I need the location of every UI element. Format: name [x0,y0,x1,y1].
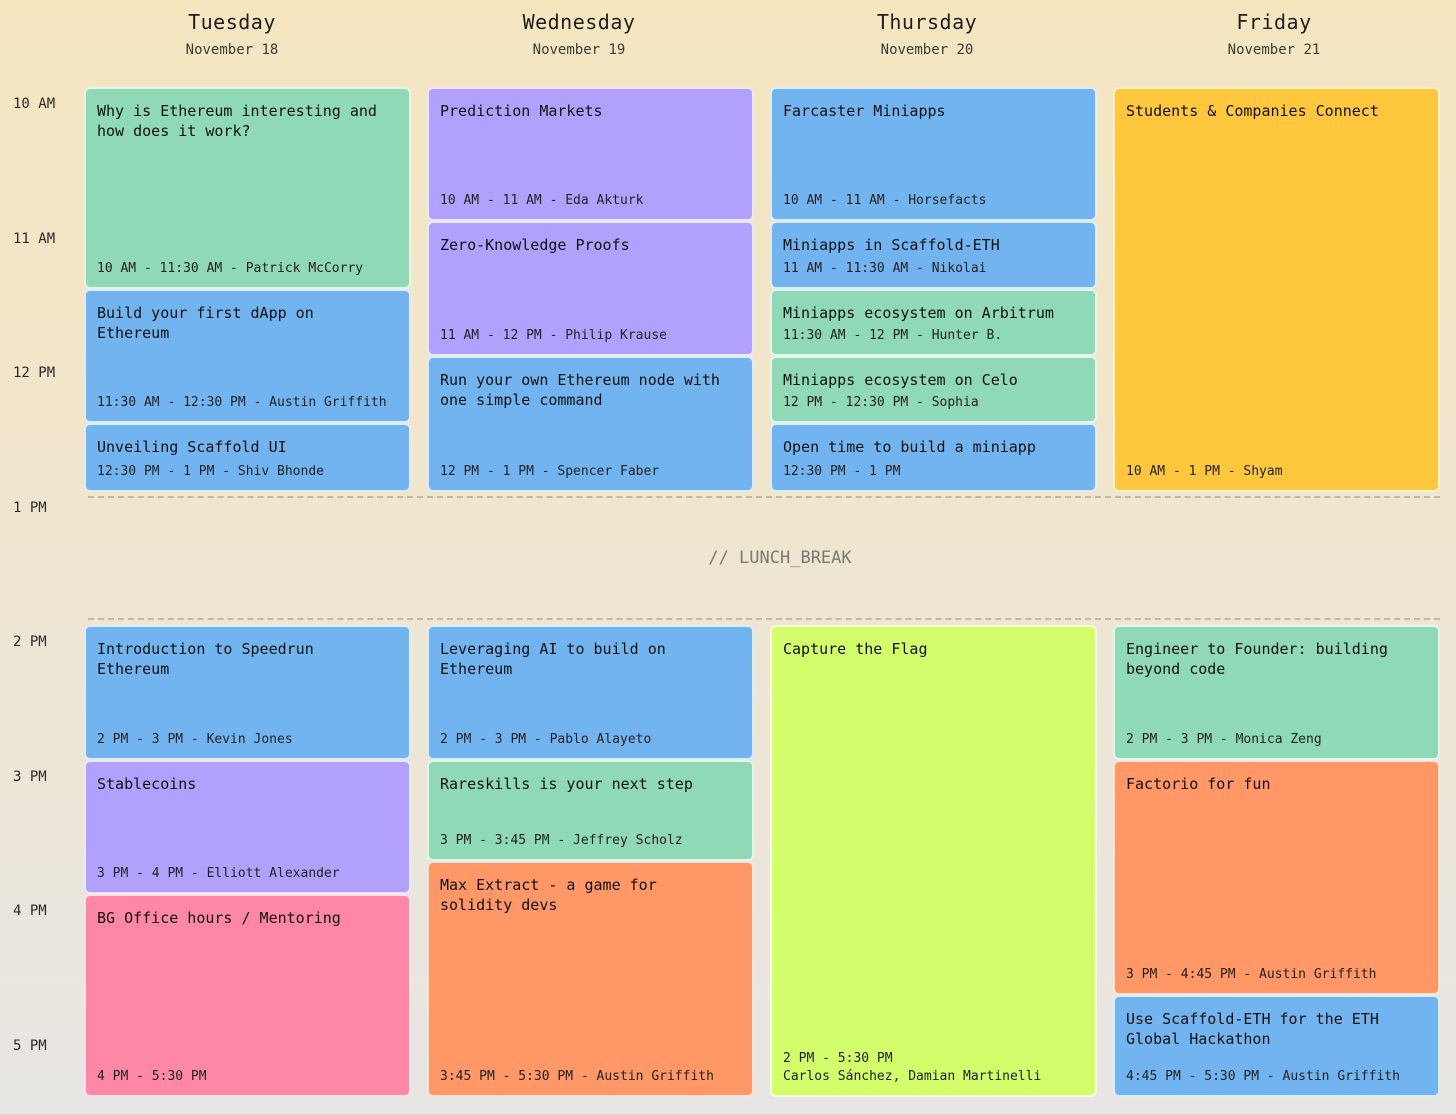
day-date: November 21 [1227,42,1321,58]
day-header-thursday: Thursday November 20 [764,10,1090,58]
event-title: BG Office hours / Mentoring [97,909,341,927]
event-card[interactable]: Max Extract - a game for solidity devs 3… [427,861,754,1097]
time-label-4pm: 4 PM [13,903,47,919]
event-time-speaker: 10 AM - 1 PM - Shyam [1126,464,1283,479]
event-card[interactable]: Engineer to Founder: building beyond cod… [1113,625,1440,760]
day-name: Friday [1236,10,1312,34]
event-title: Max Extract - a game for solidity devs [440,876,657,914]
event-card[interactable]: Introduction to Speedrun Ethereum 2 PM -… [84,625,411,760]
day-header-friday: Friday November 21 [1111,10,1437,58]
event-title: Students & Companies Connect [1126,102,1379,120]
day-header-wednesday: Wednesday November 19 [416,10,742,58]
event-card[interactable]: Build your first dApp on Ethereum 11:30 … [84,289,411,423]
event-title: Stablecoins [97,775,197,793]
event-time-speaker: 11:30 AM - 12:30 PM - Austin Griffith [97,395,387,410]
day-date: November 18 [185,42,279,58]
event-title: Farcaster Miniapps [783,102,946,120]
day-date: November 20 [880,42,974,58]
event-card[interactable]: Rareskills is your next step 3 PM - 3:45… [427,760,754,861]
event-time-speaker: 3 PM - 4 PM - Elliott Alexander [97,866,340,881]
event-time: 2 PM - 5:30 PM [783,1051,893,1066]
time-label-1pm: 1 PM [13,500,47,516]
event-time-speaker: 12:30 PM - 1 PM [783,464,901,479]
event-card[interactable]: Capture the Flag 2 PM - 5:30 PM Carlos S… [770,625,1097,1097]
event-title: Open time to build a miniapp [783,438,1036,456]
time-label-10am: 10 AM [13,96,56,112]
event-title: Build your first dApp on Ethereum [97,304,314,342]
event-title: Prediction Markets [440,102,603,120]
event-title: Miniapps in Scaffold-ETH [783,236,1000,254]
lunch-divider-top [88,496,1440,498]
event-time-speaker: 10 AM - 11 AM - Eda Akturk [440,193,644,208]
event-time-speaker: 2 PM - 3 PM - Monica Zeng [1126,732,1322,747]
time-label-2pm: 2 PM [13,634,47,650]
event-card[interactable]: Farcaster Miniapps 10 AM - 11 AM - Horse… [770,87,1097,221]
event-time-speaker: 4 PM - 5:30 PM [97,1069,207,1084]
event-title: Unveiling Scaffold UI [97,438,287,456]
day-name: Thursday [876,10,978,34]
event-title: Factorio for fun [1126,775,1271,793]
event-card[interactable]: Miniapps ecosystem on Arbitrum 11:30 AM … [770,289,1097,356]
lunch-break-label: // LUNCH_BREAK [708,548,852,568]
event-title: Why is Ethereum interesting and how does… [97,102,377,140]
event-title: Introduction to Speedrun Ethereum [97,640,314,678]
event-time-speaker: 11 AM - 12 PM - Philip Krause [440,328,667,343]
event-time-speaker: 10 AM - 11 AM - Horsefacts [783,193,987,208]
event-card[interactable]: Run your own Ethereum node with one simp… [427,356,754,492]
lunch-divider-bottom [88,618,1440,620]
event-card[interactable]: Why is Ethereum interesting and how does… [84,87,411,289]
event-time-speaker: 12:30 PM - 1 PM - Shiv Bhonde [97,464,324,479]
event-time-speaker: 2 PM - 3 PM - Pablo Alayeto [440,732,652,747]
event-speakers: Carlos Sánchez, Damian Martinelli [783,1069,1042,1084]
event-card[interactable]: Factorio for fun 3 PM - 4:45 PM - Austin… [1113,760,1440,995]
event-time-speaker: 2 PM - 5:30 PM Carlos Sánchez, Damian Ma… [783,1050,1087,1086]
event-card[interactable]: Open time to build a miniapp 12:30 PM - … [770,423,1097,492]
event-title: Zero-Knowledge Proofs [440,236,630,254]
event-card[interactable]: Stablecoins 3 PM - 4 PM - Elliott Alexan… [84,760,411,894]
event-time-speaker: 4:45 PM - 5:30 PM - Austin Griffith [1126,1069,1400,1084]
day-name: Wednesday [522,10,636,34]
event-title: Use Scaffold-ETH for the ETH Global Hack… [1126,1010,1379,1048]
event-time-speaker: 3 PM - 3:45 PM - Jeffrey Scholz [440,833,683,848]
event-time-speaker: 11:30 AM - 12 PM - Hunter B. [783,328,1003,343]
event-time-speaker: 3:45 PM - 5:30 PM - Austin Griffith [440,1069,714,1084]
day-header-tuesday: Tuesday November 18 [69,10,395,58]
event-title: Leveraging AI to build on Ethereum [440,640,666,678]
event-time-speaker: 10 AM - 11:30 AM - Patrick McCorry [97,261,364,276]
event-card[interactable]: BG Office hours / Mentoring 4 PM - 5:30 … [84,894,411,1097]
event-card[interactable]: Unveiling Scaffold UI 12:30 PM - 1 PM - … [84,423,411,492]
event-card[interactable]: Students & Companies Connect 10 AM - 1 P… [1113,87,1440,492]
event-title: Rareskills is your next step [440,775,693,793]
event-time-speaker: 3 PM - 4:45 PM - Austin Griffith [1126,967,1377,982]
event-title: Capture the Flag [783,640,928,658]
event-time-speaker: 12 PM - 1 PM - Spencer Faber [440,464,660,479]
event-time-speaker: 2 PM - 3 PM - Kevin Jones [97,732,293,747]
event-title: Run your own Ethereum node with one simp… [440,371,720,409]
event-card[interactable]: Zero-Knowledge Proofs 11 AM - 12 PM - Ph… [427,221,754,356]
event-time-speaker: 12 PM - 12:30 PM - Sophia [783,395,979,410]
time-label-11am: 11 AM [13,231,56,247]
day-name: Tuesday [188,10,276,34]
event-title: Miniapps ecosystem on Arbitrum [783,304,1054,322]
event-title: Miniapps ecosystem on Celo [783,371,1018,389]
time-label-5pm: 5 PM [13,1038,47,1054]
event-card[interactable]: Miniapps in Scaffold-ETH 11 AM - 11:30 A… [770,221,1097,289]
event-card[interactable]: Leveraging AI to build on Ethereum 2 PM … [427,625,754,760]
event-card[interactable]: Use Scaffold-ETH for the ETH Global Hack… [1113,995,1440,1097]
day-date: November 19 [532,42,626,58]
event-card[interactable]: Miniapps ecosystem on Celo 12 PM - 12:30… [770,356,1097,423]
event-time-speaker: 11 AM - 11:30 AM - Nikolai [783,261,987,276]
event-card[interactable]: Prediction Markets 10 AM - 11 AM - Eda A… [427,87,754,221]
event-title: Engineer to Founder: building beyond cod… [1126,640,1388,678]
time-label-3pm: 3 PM [13,769,47,785]
time-label-12pm: 12 PM [13,365,56,381]
